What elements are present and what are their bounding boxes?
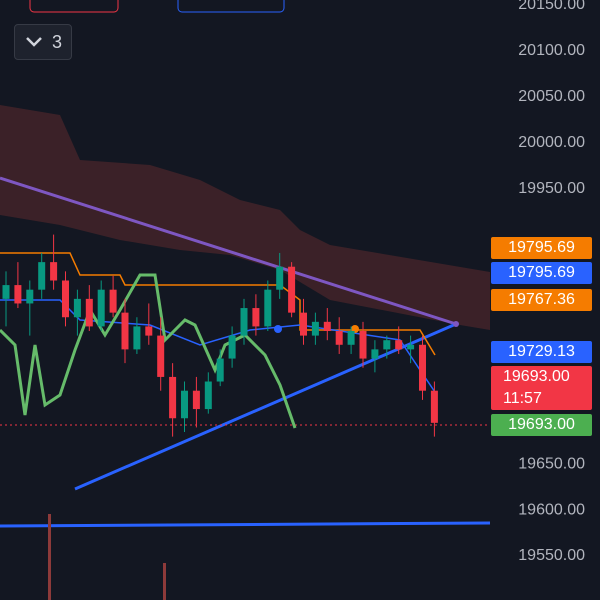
candle-body [276, 266, 284, 290]
price-axis-label: 20150.00 [518, 0, 585, 13]
candle-body [347, 331, 355, 345]
countdown: 11:57 [503, 390, 542, 407]
horizontal-line [0, 521, 491, 528]
price-axis-label: 20050.00 [518, 88, 585, 105]
candle-body [383, 340, 391, 350]
price-tag-label: 19693.00 [508, 416, 575, 433]
price-tag: 19693.00 11:57 [491, 366, 592, 410]
price-axis-label: 19550.00 [518, 547, 585, 564]
price-axis-label: 20100.00 [518, 42, 585, 59]
marker [351, 325, 359, 333]
price-axis-label: 19600.00 [518, 501, 585, 518]
candle-body [38, 262, 46, 290]
price-tag: 19729.13 [491, 341, 592, 363]
candle-body [311, 321, 319, 336]
chevron-icon [26, 37, 42, 47]
candle-body [169, 376, 177, 419]
candle-body [62, 280, 69, 318]
candle-body [430, 390, 438, 423]
candle-body [371, 349, 379, 359]
candle-body [216, 358, 224, 382]
trend-line [74, 322, 457, 491]
price-axis-label: 19950.00 [518, 180, 585, 197]
candle-body [204, 381, 212, 410]
ma-line [0, 252, 436, 356]
candle-body [181, 390, 188, 419]
price-tag: 19767.36 [491, 289, 592, 311]
candle-body [121, 312, 129, 350]
candle-body [157, 335, 165, 377]
trend-line [0, 176, 457, 326]
candle-body [133, 326, 141, 350]
candle-body [228, 335, 236, 359]
marker [274, 325, 282, 333]
oscillator-line [0, 273, 297, 429]
top-box [29, 0, 119, 13]
candle-body [359, 331, 367, 359]
candle-body [50, 262, 58, 281]
candle-body [395, 340, 403, 350]
price-tag-label: 19729.13 [508, 343, 575, 360]
cloud [0, 105, 490, 330]
candle-body [419, 344, 426, 391]
candle-body [73, 298, 81, 318]
volume-bar [48, 514, 51, 600]
price-axis-label: 19650.00 [518, 455, 585, 472]
candle-body [252, 308, 260, 327]
volume-bar [163, 563, 166, 600]
price-tag: 19795.69 [491, 237, 592, 259]
candle-body [85, 298, 93, 327]
candle-body [240, 308, 248, 336]
price-tag-label: 19795.69 [508, 239, 575, 256]
candle-body [97, 289, 105, 327]
ma-line [0, 299, 438, 396]
candle-body [335, 331, 343, 345]
candle-body [2, 285, 10, 299]
candle-body [109, 289, 117, 313]
price-tag-label: 19693.00 [503, 368, 570, 385]
marker [453, 321, 459, 327]
price-tag: 19795.69 [491, 262, 592, 284]
price-tag-label: 19795.69 [508, 264, 575, 281]
candle-body [192, 390, 200, 410]
candle-body [145, 326, 153, 336]
interval-count: 3 [52, 32, 63, 52]
price-axis-label: 20000.00 [518, 134, 585, 151]
candle-body [26, 289, 34, 304]
candle-body [300, 312, 307, 336]
interval-button[interactable]: 3 [14, 24, 72, 60]
candle-body [407, 344, 415, 350]
candle-body [288, 266, 296, 313]
price-tag-label: 19767.36 [508, 291, 575, 308]
candle-body [264, 289, 272, 327]
candle-body [323, 321, 331, 332]
top-box [177, 0, 285, 13]
price-tag: 19693.00 [491, 414, 592, 436]
candle-body [14, 285, 22, 304]
